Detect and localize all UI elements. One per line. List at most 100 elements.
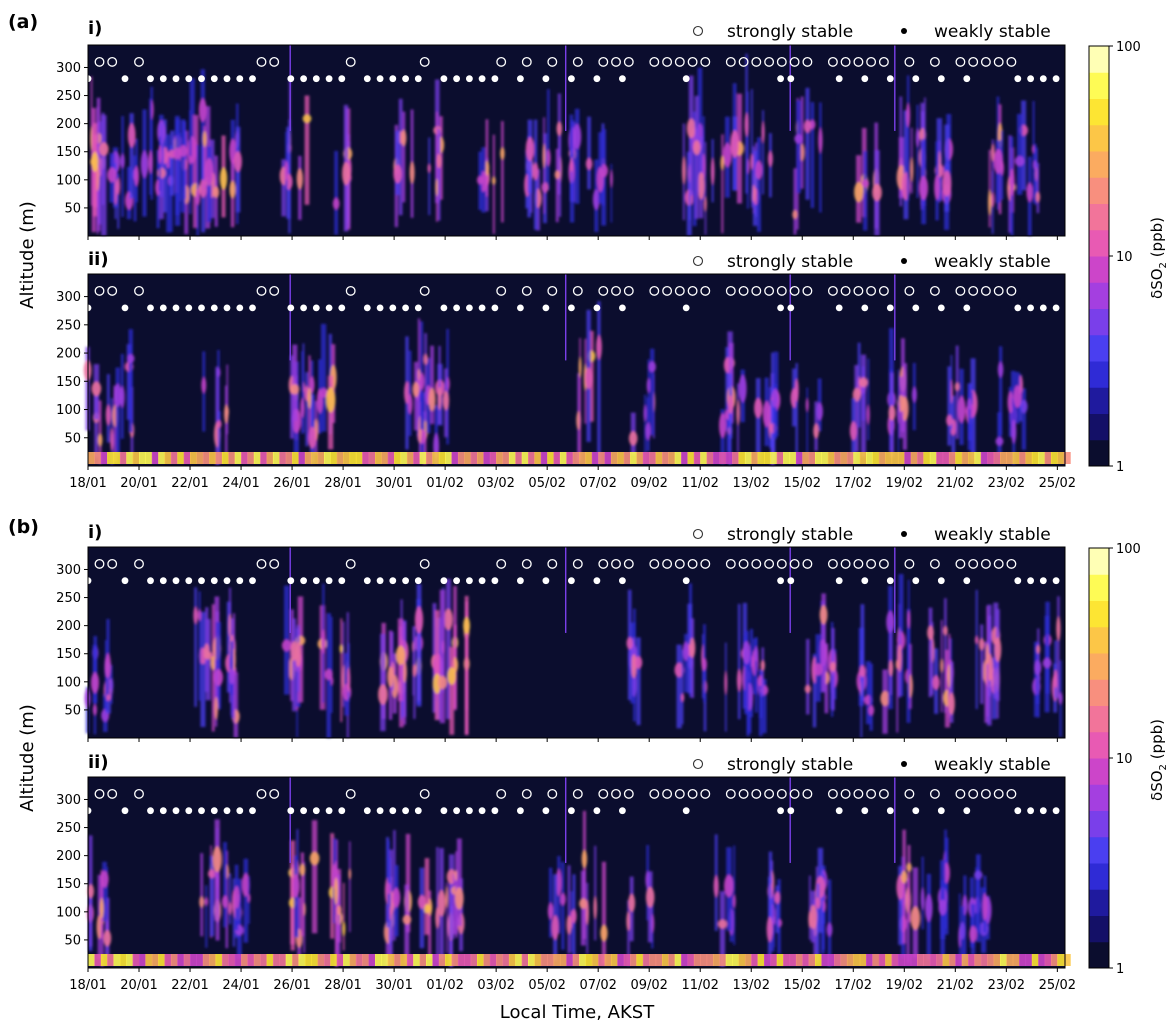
weakly-stable-marker [414,75,422,83]
plume-streak [456,838,462,926]
vertical-spike [894,777,896,863]
plume-streak [438,345,441,425]
weakly-stable-marker [1052,304,1060,312]
weakly-stable-marker [963,304,971,312]
vertical-spike [565,45,567,131]
plume-core [107,167,117,183]
plume-streak [434,610,440,721]
plume-streak [193,115,199,228]
plume-core [547,902,554,920]
plume-core [126,354,135,364]
plume-streak [437,129,441,221]
plume-core [906,862,912,872]
plume-core [859,377,868,388]
weakly-stable-marker [912,75,920,83]
colorbar-segment [1089,72,1109,99]
plume-streak [340,618,343,723]
colorbar-segment [1089,361,1109,388]
plume-core [281,639,292,652]
plume-core [290,384,300,395]
weakly-stable-marker [861,304,869,312]
strongly-stable-marker [725,56,736,67]
surface-cell [445,452,453,464]
plume-core [919,176,929,200]
weakly-stable-marker [861,75,869,83]
surface-cell [1051,954,1058,966]
plume-streak [819,102,822,213]
plume-core [447,667,457,685]
colorbar-segment [1089,98,1109,126]
plume-layer [90,53,1041,236]
weakly-stable-marker [568,304,575,312]
surface-cell [987,452,995,464]
weakly-stable-marker [491,304,499,312]
plume-streak [863,150,868,231]
colorbar-tick-label: 10 [1116,250,1133,265]
weakly-stable-marker [363,304,371,312]
colorbar-segment [1089,626,1109,654]
strongly-stable-marker [700,558,711,569]
surface-cell [330,452,338,464]
y-tick-label: 100 [56,675,81,690]
colorbar-segment [1089,600,1109,628]
heatmap-panel-4: 50 100 150 200 250 300 18/01 20/01 22/01 24/01 26/… [56,776,1076,993]
legend-filled-label: weakly stable [934,755,1051,775]
surface-cell [515,452,523,464]
surface-cell [553,954,561,966]
plume-streak [436,111,438,222]
y-tick-label: 50 [64,933,81,948]
weakly-stable-marker [568,75,575,83]
y-tick-label: 100 [56,173,81,188]
surface-cell [795,452,803,464]
weakly-stable-marker [491,807,499,815]
surface-cell [221,452,229,464]
surface-cell [457,452,465,464]
strongly-stable-marker [980,558,991,569]
colorbar-segment [1089,863,1109,890]
plume-core [90,672,100,694]
strongly-stable-marker [107,558,118,569]
colorbar-segment [1089,705,1109,733]
surface-cell [387,452,395,464]
plume-streak [750,628,753,718]
surface-cell [923,452,931,464]
plume-core [713,875,719,898]
strongly-stable-marker [700,56,711,67]
strongly-stable-marker [878,558,889,569]
plume-core [566,915,572,935]
x-tick-label: 01/02 [426,476,463,491]
weakly-stable-marker [121,807,129,815]
plume-core [946,414,953,426]
x-tick-label: 17/02 [835,476,872,491]
weakly-stable-marker [1039,807,1047,815]
x-tick-label: 15/02 [784,978,821,993]
strongly-stable-marker [968,788,979,799]
heatmap-panels: 50 100 150 200 250 300 50 100 150 200 250 300 18/01 2… [56,44,1076,993]
legend-open-label: strongly stable [727,755,853,775]
strongly-stable-marker [674,558,685,569]
plume-streak [944,649,950,728]
weakly-stable-marker [1014,807,1022,815]
surface-cell [681,954,689,966]
plume-core [573,123,582,150]
plume-core [401,129,407,147]
weakly-stable-marker [159,577,167,585]
plume-core [204,158,214,186]
surface-cell [145,954,153,966]
y-tick-label: 150 [56,375,81,390]
plume-core [730,130,740,158]
weakly-stable-marker [491,577,499,585]
plume-streak [485,119,489,197]
x-tick-label: 23/02 [988,978,1025,993]
plume-core [91,152,99,172]
plume-streak [690,618,695,698]
plume-core [199,896,205,908]
plume-core [754,398,763,418]
plume-core [105,404,111,426]
plume-core [387,666,394,688]
stability-markers [84,788,1060,815]
surface-cell [808,452,816,464]
plume-core [525,137,535,161]
heatmap-panel-3: 50 100 150 200 250 300 [56,546,1066,742]
surface-cell [1006,954,1014,966]
